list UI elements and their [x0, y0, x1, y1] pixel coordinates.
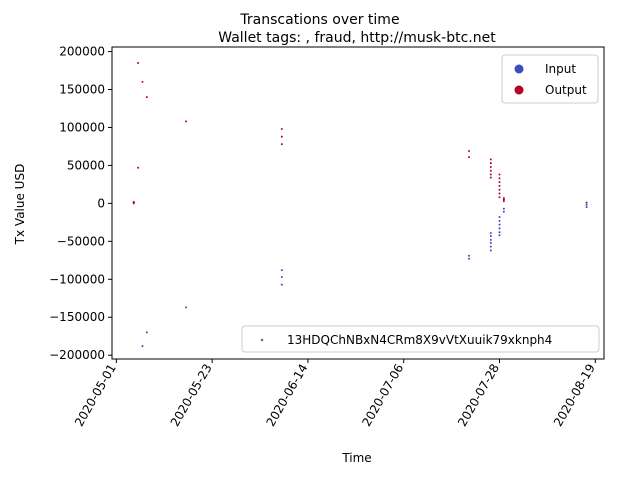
- x-tick-label: 2020-07-06: [359, 362, 406, 429]
- output-point: [132, 202, 135, 205]
- input-point: [280, 269, 283, 272]
- output-point: [502, 200, 505, 203]
- input-point: [141, 345, 144, 348]
- input-point: [498, 216, 501, 219]
- chart-title: Transcations over time: [239, 12, 399, 28]
- input-point: [489, 249, 492, 252]
- output-point: [468, 156, 471, 159]
- output-point: [137, 61, 140, 64]
- output-point: [489, 165, 492, 168]
- input-point: [498, 219, 501, 222]
- legend-marker-output: [514, 85, 524, 95]
- output-point: [145, 96, 148, 99]
- output-point: [498, 173, 501, 176]
- output-point: [498, 184, 501, 187]
- x-axis-label: Time: [341, 451, 371, 465]
- output-point: [141, 80, 144, 83]
- input-point: [468, 254, 471, 257]
- legend-box: [501, 54, 599, 104]
- x-tick-label: 2020-06-14: [264, 362, 311, 429]
- y-tick-label: −100000: [49, 272, 105, 286]
- y-axis-label: Tx Value USD: [13, 164, 27, 246]
- wallet-legend-box: [241, 325, 600, 353]
- input-point: [489, 238, 492, 241]
- input-point: [498, 231, 501, 234]
- output-point: [489, 176, 492, 179]
- output-point: [498, 192, 501, 195]
- output-point: [498, 177, 501, 180]
- legend-top-right: Input Output: [501, 54, 599, 104]
- legend-label-output: Output: [545, 83, 587, 97]
- wallet-legend-label: 13HDQChNBxN4CRm8X9vVtXuuik79xknph4: [287, 333, 552, 347]
- output-point: [280, 143, 283, 146]
- input-point: [502, 207, 505, 210]
- y-axis-ticks: 200000 150000 100000 50000 0 −50000 −100000 −15…: [49, 45, 112, 362]
- legend-marker-input: [514, 64, 524, 74]
- legend-label-input: Input: [545, 62, 576, 76]
- y-tick-label: −50000: [57, 234, 105, 248]
- input-point: [498, 227, 501, 230]
- output-point: [502, 197, 505, 200]
- input-point: [498, 223, 501, 226]
- input-point: [145, 331, 148, 334]
- x-tick-label: 2020-07-28: [455, 361, 502, 428]
- output-point: [489, 158, 492, 161]
- output-point: [498, 188, 501, 191]
- input-point: [489, 235, 492, 238]
- output-point: [489, 162, 492, 165]
- x-tick-label: 2020-05-01: [72, 362, 119, 429]
- y-tick-label: 150000: [59, 83, 105, 97]
- output-point: [280, 135, 283, 138]
- output-point: [498, 196, 501, 199]
- input-point: [280, 276, 283, 279]
- x-axis-ticks: 2020-05-01 2020-05-23 2020-06-14 2020-07-06…: [72, 359, 598, 429]
- legend-bottom-right: 13HDQChNBxN4CRm8X9vVtXuuik79xknph4: [241, 325, 600, 353]
- y-tick-label: 50000: [67, 158, 105, 172]
- x-tick-label: 2020-08-19: [551, 362, 598, 429]
- output-point: [585, 201, 588, 204]
- y-tick-label: 200000: [59, 45, 105, 59]
- output-point: [498, 181, 501, 184]
- input-point: [280, 283, 283, 286]
- input-point: [502, 210, 505, 213]
- input-point: [585, 206, 588, 209]
- wallet-legend-marker: [260, 338, 264, 342]
- plot-frame: [111, 46, 605, 360]
- output-point: [185, 120, 188, 123]
- output-point: [489, 169, 492, 172]
- y-tick-label: −200000: [49, 348, 105, 362]
- y-tick-label: −150000: [49, 310, 105, 324]
- input-point: [468, 257, 471, 260]
- output-point: [280, 127, 283, 130]
- output-point: [468, 150, 471, 152]
- data-points: [132, 61, 588, 348]
- input-point: [498, 234, 501, 237]
- input-point: [185, 306, 188, 309]
- y-tick-label: 0: [97, 196, 105, 210]
- chart-subtitle: Wallet tags: , fraud, http://musk-btc.ne…: [218, 30, 496, 46]
- input-point: [489, 231, 492, 234]
- x-tick-label: 2020-05-23: [168, 362, 215, 429]
- output-point: [502, 198, 505, 201]
- input-point: [489, 245, 492, 248]
- output-point: [489, 173, 492, 176]
- input-point: [489, 241, 492, 244]
- output-point: [137, 166, 140, 169]
- input-point: [585, 203, 588, 206]
- y-tick-label: 100000: [59, 120, 105, 134]
